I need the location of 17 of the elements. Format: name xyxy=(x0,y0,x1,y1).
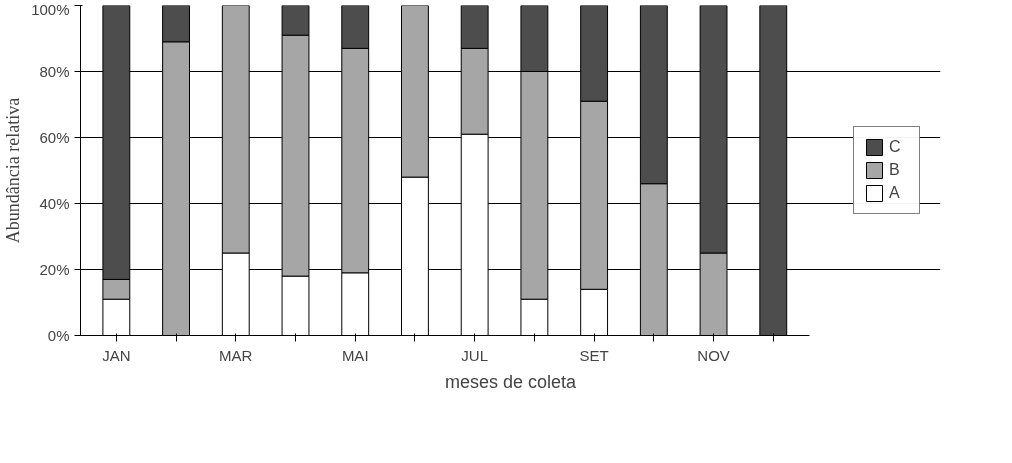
y-tick-label: 20% xyxy=(39,261,70,278)
x-tick-label: MAI xyxy=(341,346,369,364)
x-axis-title: meses de coleta xyxy=(444,371,578,392)
x-tick-label: JUL xyxy=(461,346,489,364)
y-axis-title: Abundância relativa xyxy=(3,97,24,244)
x-tick-label: MAR xyxy=(219,346,253,364)
y-tick-label: 0% xyxy=(47,327,70,344)
y-tick-label: 80% xyxy=(39,63,70,80)
legend-label: C xyxy=(889,138,902,156)
y-tick-label: 40% xyxy=(39,195,70,212)
x-tick-label: SET xyxy=(579,346,609,364)
legend-label: A xyxy=(889,184,901,202)
legend-label: B xyxy=(889,161,901,179)
x-tick-label: JAN xyxy=(102,346,131,364)
y-tick-label: 100% xyxy=(31,0,70,18)
x-tick-label: NOV xyxy=(697,346,730,364)
y-tick-label: 60% xyxy=(39,129,70,146)
